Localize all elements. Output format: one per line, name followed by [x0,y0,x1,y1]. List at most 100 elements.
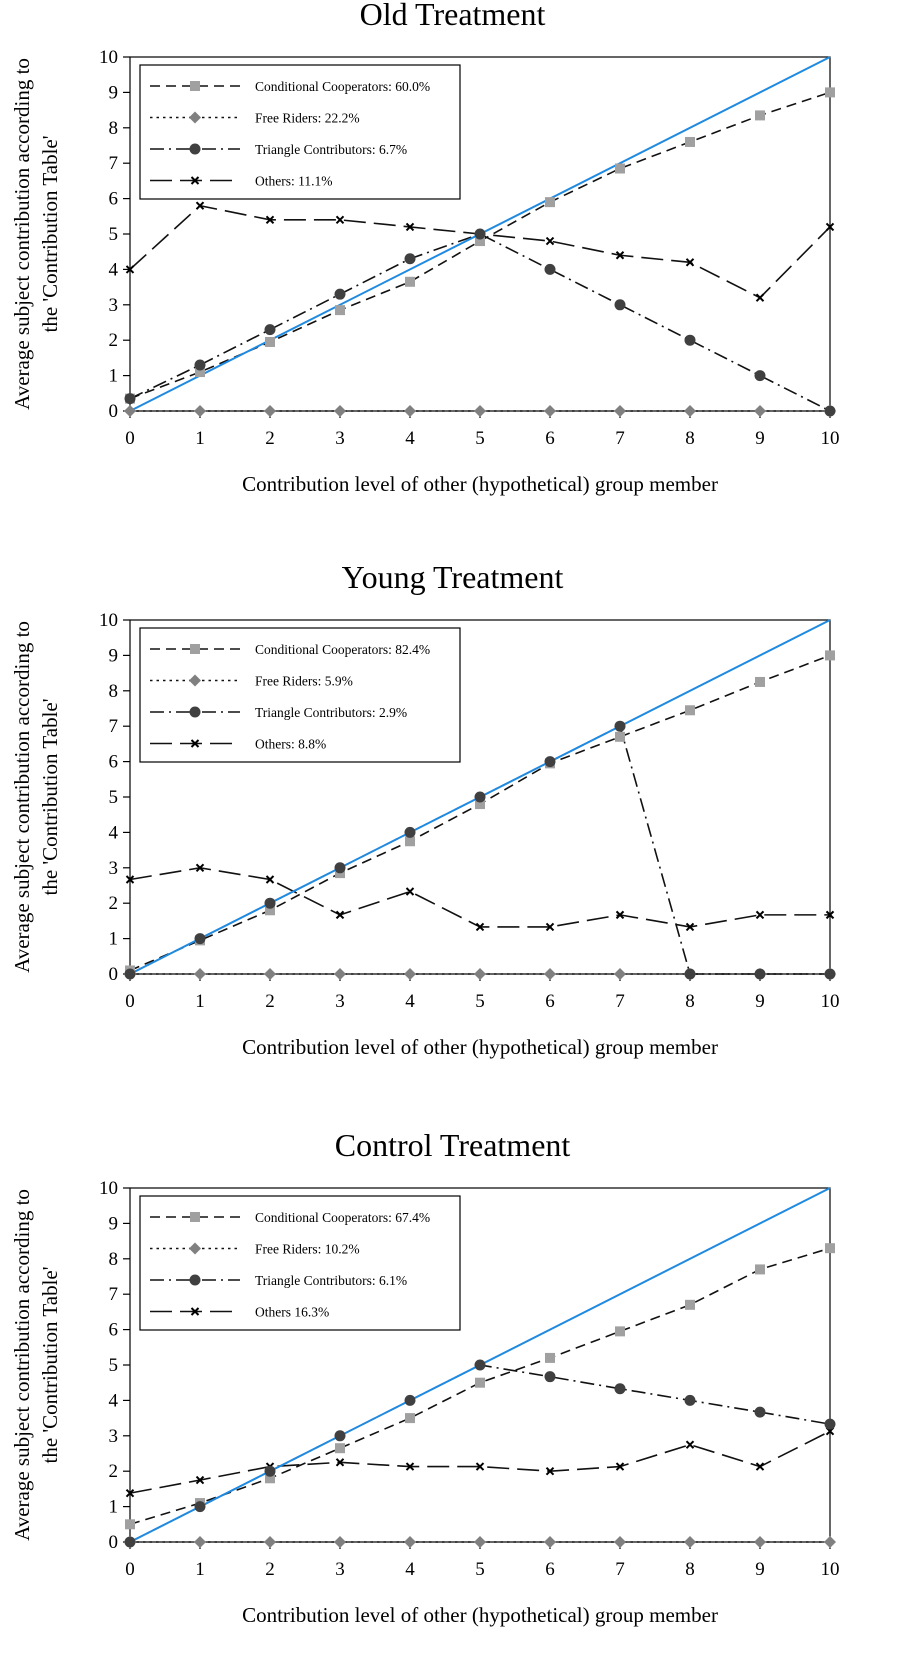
data-point [264,897,276,909]
data-point [265,215,275,225]
x-tick-label: 7 [615,1559,625,1580]
x-tick-label: 9 [755,991,765,1012]
data-point [615,163,625,174]
data-point [124,968,136,980]
legend-label: Free Riders: 22.2% [255,111,360,126]
y-tick-label: 7 [109,153,119,174]
y-tick-label: 1 [109,1497,119,1518]
data-point [755,293,765,302]
y-tick-label: 0 [109,964,119,985]
data-point [754,968,766,980]
data-point [195,1475,205,1485]
y-tick-label: 2 [109,330,119,351]
data-point [825,1243,835,1254]
data-point [475,1377,485,1388]
data-point [755,1264,765,1275]
legend-marker [190,81,200,91]
y-tick-label: 8 [109,681,119,702]
y-tick-label: 7 [109,716,119,737]
x-tick-label: 9 [755,428,765,449]
data-point [124,405,136,417]
x-tick-label: 6 [545,1559,555,1580]
series-line [129,233,831,412]
data-point [614,1536,626,1548]
chart-title: Young Treatment [341,559,564,595]
data-point [754,370,766,382]
legend-marker [189,111,201,124]
legend-marker [190,644,200,654]
data-point [264,324,276,336]
x-tick-label: 10 [821,428,840,449]
x-tick-label: 5 [475,428,485,449]
data-point [755,676,765,687]
data-point [475,922,485,932]
legend-label: Conditional Cooperators: 60.0% [255,79,430,94]
data-point [824,968,836,980]
x-tick-label: 0 [125,428,135,449]
x-tick-label: 4 [405,991,415,1012]
data-point [825,910,835,920]
data-point [404,253,416,265]
data-point [474,968,486,980]
chart-title: Control Treatment [334,1127,571,1163]
data-point [334,1536,346,1548]
y-tick-label: 0 [109,1532,119,1553]
x-tick-label: 1 [195,428,205,449]
legend-marker [189,1242,201,1255]
y-tick-label: 4 [109,259,119,280]
plot-area [124,1187,836,1548]
data-point [825,650,835,661]
plot-area [124,56,836,417]
data-point [545,236,555,246]
y-axis-label-line: Average subject contribution according t… [10,58,34,410]
data-point [264,1465,276,1477]
data-point [264,968,276,980]
data-point [335,1458,345,1467]
data-point [544,405,556,417]
y-tick-label: 0 [109,401,119,422]
x-tick-label: 4 [405,1559,415,1580]
data-point [195,201,205,210]
y-tick-label: 5 [109,1355,119,1376]
chart-old-treatment: 0 1 2 3 4 5 6 7 8 9 10 0 1 2 3 4 5 6 7 8 9 10 Contribution lev… [10,47,840,496]
data-point [264,1536,276,1548]
x-tick-label: 6 [545,991,555,1012]
x-tick-label: 1 [195,991,205,1012]
y-tick-label: 1 [109,929,119,950]
x-tick-label: 10 [821,991,840,1012]
data-point [824,1418,836,1430]
data-point [124,1536,136,1548]
x-tick-label: 8 [685,1559,695,1580]
x-tick-label: 6 [545,428,555,449]
x-tick-label: 4 [405,428,415,449]
data-point [615,1326,625,1337]
legend-label: Triangle Contributors: 6.1% [255,1273,407,1288]
x-tick-label: 8 [685,428,695,449]
y-tick-label: 8 [109,1249,119,1270]
y-tick-label: 3 [109,858,119,879]
x-tick-label: 0 [125,1559,135,1580]
data-point [405,1413,415,1424]
data-point [125,265,135,274]
data-point [545,197,555,208]
data-point [334,968,346,980]
legend-label: Others: 11.1% [255,174,333,189]
x-axis-label: Contribution level of other (hypothetica… [242,1603,718,1627]
data-point [194,968,206,980]
y-tick-label: 6 [109,752,119,773]
data-point [404,1394,416,1406]
y-tick-label: 10 [99,47,118,68]
legend-marker [190,739,200,748]
data-point [265,336,275,347]
data-point [264,405,276,417]
data-point [545,1466,555,1476]
data-point [685,1299,695,1310]
data-point [544,1371,556,1383]
legend-marker [190,1307,200,1316]
data-point [755,110,765,121]
data-point [545,1352,555,1363]
data-point [754,405,766,417]
x-tick-label: 3 [335,428,345,449]
data-point [335,1443,345,1454]
legend-label: Triangle Contributors: 2.9% [255,705,407,720]
